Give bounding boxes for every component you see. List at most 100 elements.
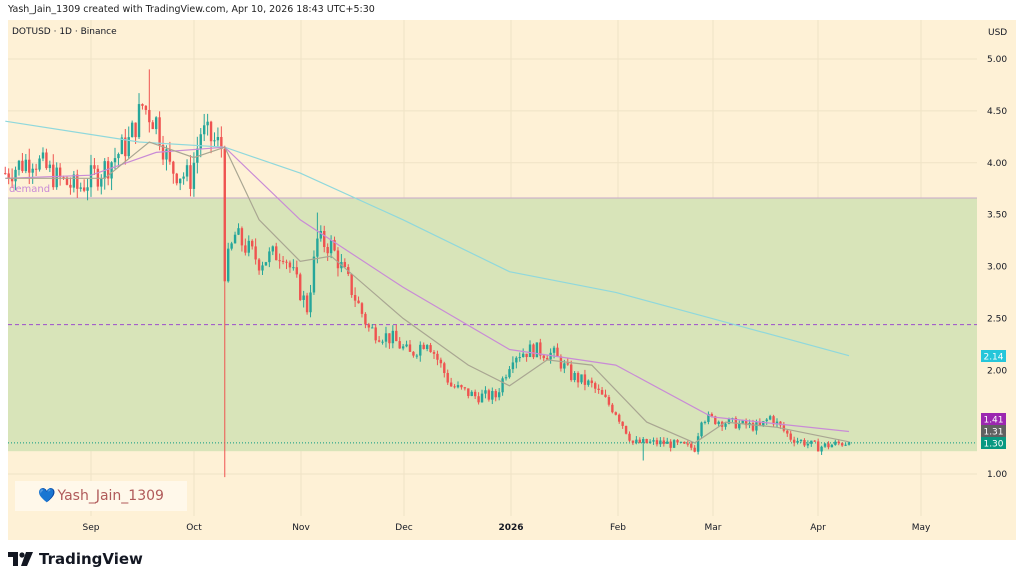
candle-body xyxy=(765,419,768,422)
candle-body xyxy=(45,152,48,169)
candle-body xyxy=(528,344,532,358)
candle-body xyxy=(192,162,196,189)
candle-body xyxy=(79,187,82,189)
demand-label: demand xyxy=(9,184,50,195)
candle-body xyxy=(604,394,607,398)
candle-body xyxy=(281,260,285,262)
candle-body xyxy=(775,421,779,425)
candle-body xyxy=(631,440,635,443)
time-tick: Apr xyxy=(810,523,826,533)
candle-body xyxy=(518,357,521,359)
candle-body xyxy=(82,187,86,191)
candle-body xyxy=(642,439,645,443)
candle-body xyxy=(333,240,336,251)
candle-body xyxy=(840,443,844,446)
candle-body xyxy=(600,389,604,395)
candle-body xyxy=(86,187,89,191)
candle-body xyxy=(618,414,621,422)
candle-body xyxy=(96,168,100,187)
watermark-text: Yash_Jain_1309 xyxy=(57,488,164,504)
candle-body xyxy=(635,439,638,443)
candle-body xyxy=(563,363,566,369)
candle-body xyxy=(292,267,295,269)
candle-body xyxy=(24,159,28,172)
candle-body xyxy=(525,353,528,358)
candle-body xyxy=(576,372,580,383)
watermark: 💙 Yash_Jain_1309 xyxy=(15,481,187,511)
candle-body xyxy=(69,184,72,188)
candle-body xyxy=(172,161,175,174)
candle-body xyxy=(233,234,237,244)
candle-body xyxy=(597,388,600,390)
candle-body xyxy=(758,422,762,426)
candle-body xyxy=(89,165,93,188)
candle-body xyxy=(268,251,271,263)
candle-body xyxy=(768,416,772,420)
candle-body xyxy=(48,164,52,169)
candle-body xyxy=(813,440,816,442)
time-axis[interactable]: Sep Oct Nov Dec 2026 Feb Mar Apr May xyxy=(83,523,931,533)
candle-body xyxy=(100,178,103,187)
candle-body xyxy=(295,267,298,275)
candle-body xyxy=(535,342,539,358)
moving-averages xyxy=(5,120,850,444)
time-tick: Mar xyxy=(705,523,722,533)
candle-body xyxy=(312,256,316,293)
candle-body xyxy=(679,441,683,443)
price-label: 1.31 xyxy=(983,428,1003,438)
candle-body xyxy=(223,148,226,282)
candle-body xyxy=(134,122,137,138)
candle-body xyxy=(690,443,693,448)
candle-body xyxy=(251,240,254,247)
candle-body xyxy=(113,158,117,163)
candle-body xyxy=(494,391,497,398)
candle-body xyxy=(666,441,669,444)
candle-body xyxy=(583,374,587,385)
price-chart[interactable]: demand DOTUSD · 1D · Binance USD 5.00 4.5… xyxy=(0,0,1024,545)
ma-short-line xyxy=(5,141,850,444)
price-axis[interactable]: 5.00 4.50 4.00 3.50 3.00 2.50 2.00 1.00 xyxy=(987,55,1007,480)
candle-body xyxy=(573,372,576,381)
candle-body xyxy=(384,333,388,342)
candle-body xyxy=(271,246,274,252)
candle-body xyxy=(31,168,34,173)
time-tick: Feb xyxy=(610,523,626,533)
candle-body xyxy=(141,104,144,106)
candle-body xyxy=(741,420,744,424)
candle-body xyxy=(453,386,456,388)
candle-body xyxy=(607,397,611,405)
candle-body xyxy=(659,440,662,445)
candle-body xyxy=(782,425,786,431)
candle-body xyxy=(823,443,827,447)
candle-body xyxy=(484,390,487,394)
candle-body xyxy=(275,246,278,261)
candle-body xyxy=(120,137,124,155)
candle-body xyxy=(652,440,655,442)
candle-body xyxy=(302,295,305,300)
candle-body xyxy=(257,259,261,271)
candle-body xyxy=(124,137,127,157)
candle-body xyxy=(806,443,810,446)
price-tick: 3.50 xyxy=(987,211,1007,221)
candle-body xyxy=(21,160,24,172)
candle-body xyxy=(199,134,202,149)
candle-body xyxy=(329,240,333,254)
candle-body xyxy=(374,327,377,341)
price-label: 2.14 xyxy=(983,353,1003,363)
candle-body xyxy=(501,378,504,393)
candle-body xyxy=(796,440,799,443)
candle-body xyxy=(449,382,453,387)
price-tick: 2.50 xyxy=(987,314,1007,324)
candle-body xyxy=(439,359,443,364)
candle-body xyxy=(693,447,696,452)
price-label-bg xyxy=(981,437,1006,449)
tradingview-logo[interactable]: TradingView xyxy=(8,550,143,568)
price-label: 1.30 xyxy=(983,440,1003,450)
candle-body xyxy=(724,423,727,427)
candle-body xyxy=(326,247,329,254)
candle-body xyxy=(4,173,7,175)
candle-body xyxy=(786,430,789,434)
candle-body xyxy=(436,353,439,360)
candle-body xyxy=(237,228,240,235)
candle-body xyxy=(645,439,648,444)
